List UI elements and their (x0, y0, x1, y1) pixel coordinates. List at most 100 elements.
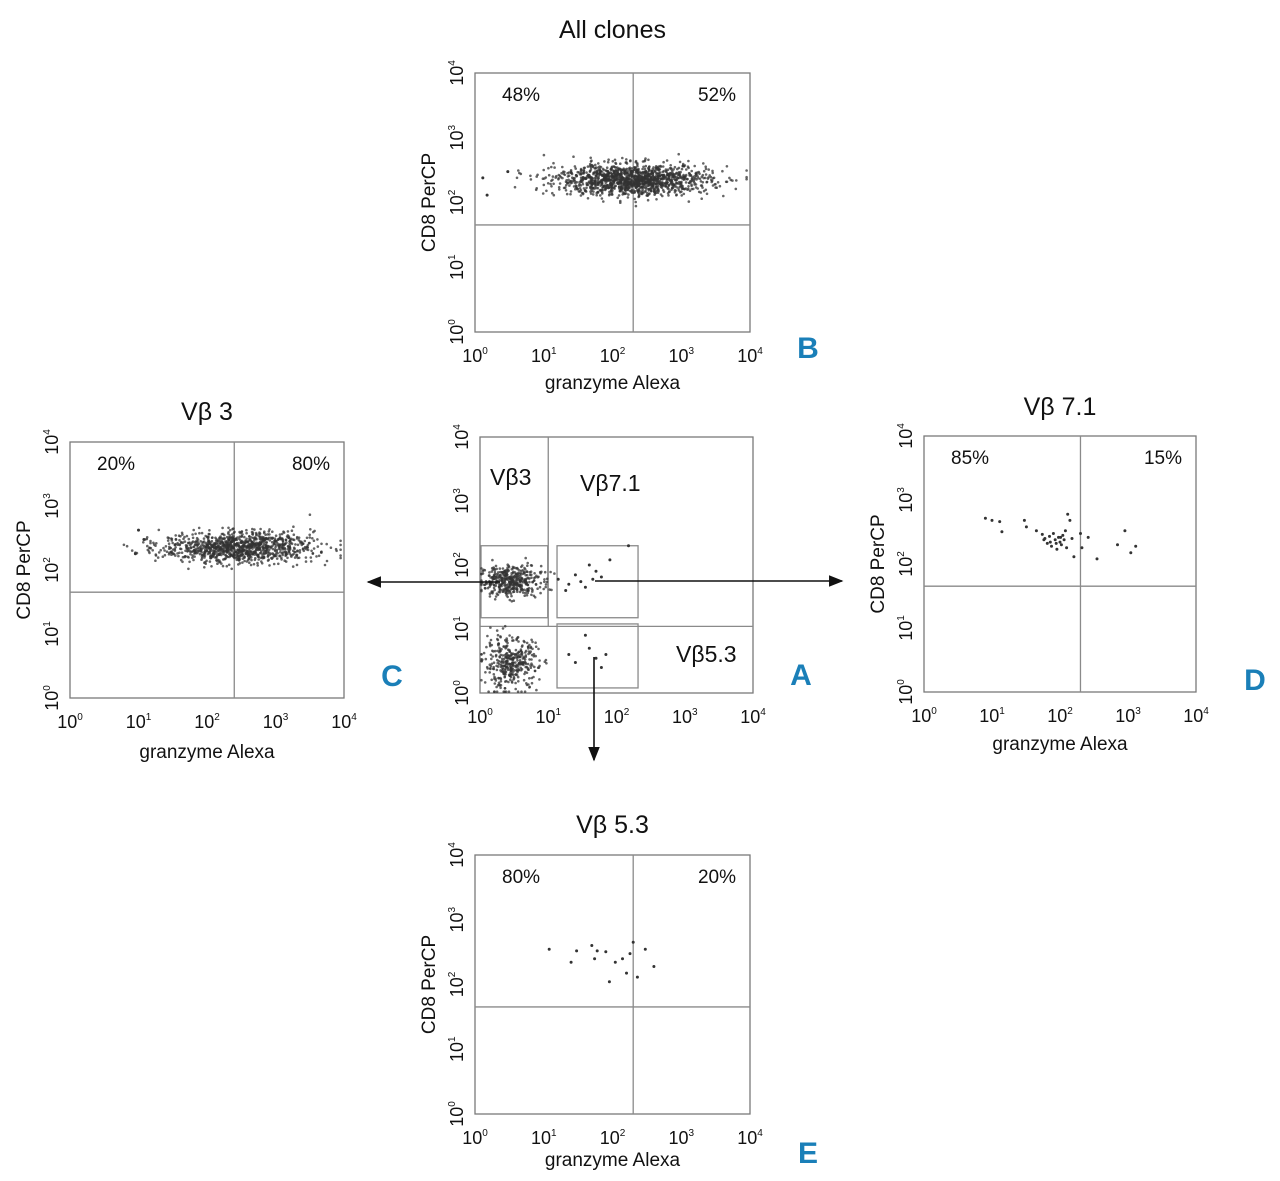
data-point (628, 174, 631, 177)
data-point (484, 587, 487, 590)
data-point (684, 175, 687, 178)
x-tick-label: 101 (531, 346, 557, 366)
data-point (495, 592, 499, 595)
data-point (644, 169, 648, 173)
data-point (490, 590, 494, 593)
data-point (496, 576, 500, 580)
data-point (633, 190, 637, 193)
data-point (499, 574, 502, 577)
panel-letter: E (798, 1137, 818, 1170)
data-point (209, 554, 212, 558)
data-point (616, 196, 619, 200)
data-point (537, 647, 540, 651)
data-point (510, 667, 514, 670)
data-point (625, 971, 628, 975)
data-point (591, 577, 595, 581)
data-point (646, 191, 649, 195)
data-point (512, 678, 515, 681)
data-point (608, 192, 611, 196)
data-point (156, 556, 160, 559)
data-point (504, 680, 507, 683)
data-point (523, 594, 526, 597)
data-point (220, 562, 223, 565)
y-tick-label: 100 (447, 1101, 467, 1127)
data-point (504, 667, 507, 671)
data-point (642, 165, 645, 169)
data-point (221, 541, 225, 544)
y-axis-label: CD8 PerCP (14, 520, 35, 619)
data-point (492, 650, 495, 653)
data-point (204, 546, 208, 549)
data-point (248, 561, 251, 564)
data-point (498, 567, 502, 570)
data-point (519, 580, 523, 583)
data-point (545, 580, 549, 584)
data-point (513, 653, 516, 656)
data-point (482, 651, 486, 655)
data-point (596, 191, 600, 194)
data-point (700, 197, 703, 200)
data-point (310, 549, 313, 553)
data-point (493, 677, 496, 680)
data-point (499, 635, 502, 638)
data-point (215, 551, 218, 554)
data-point (681, 184, 684, 188)
data-point (155, 542, 158, 545)
data-point (515, 176, 519, 180)
data-point (497, 676, 500, 680)
data-point (640, 192, 643, 195)
data-point (281, 539, 285, 543)
data-point (665, 177, 668, 180)
data-point (510, 594, 513, 598)
data-point (633, 181, 637, 184)
data-point (296, 549, 299, 552)
data-point (498, 570, 502, 574)
data-point (677, 189, 681, 192)
data-point (675, 185, 678, 189)
data-point (666, 187, 669, 190)
data-point (677, 166, 681, 170)
data-point (621, 176, 624, 179)
data-point (612, 169, 616, 173)
data-point (609, 171, 612, 174)
data-point (488, 571, 491, 574)
data-point (667, 194, 670, 197)
x-axis-label: granzyme Alexa (139, 742, 275, 763)
data-point (1080, 546, 1084, 550)
data-point (1129, 551, 1133, 555)
data-point (178, 543, 181, 546)
data-point (704, 176, 707, 180)
data-point (152, 541, 155, 545)
data-point (501, 659, 504, 663)
data-point (522, 591, 525, 594)
data-point (317, 554, 321, 558)
data-point (495, 685, 498, 689)
plot-frame (69, 441, 345, 699)
data-point (524, 662, 528, 666)
data-point (209, 556, 212, 560)
data-point (530, 638, 533, 642)
data-point (711, 169, 714, 173)
data-point (301, 542, 305, 545)
data-point (543, 177, 546, 180)
data-point (221, 526, 224, 530)
data-point (599, 194, 602, 197)
data-point (235, 543, 239, 546)
data-point (543, 578, 546, 581)
data-point (1055, 547, 1059, 551)
data-point (504, 655, 508, 659)
data-point (528, 577, 531, 580)
data-point (534, 645, 538, 648)
data-point (514, 661, 517, 664)
data-point (275, 540, 278, 543)
data-point (223, 533, 226, 537)
data-point (1040, 532, 1044, 536)
data-point (712, 176, 716, 180)
data-point (599, 666, 603, 669)
data-point (519, 172, 523, 176)
data-point (582, 172, 585, 175)
data-point (647, 166, 650, 170)
data-point (185, 534, 189, 538)
data-point (579, 194, 583, 197)
data-point (510, 600, 514, 603)
